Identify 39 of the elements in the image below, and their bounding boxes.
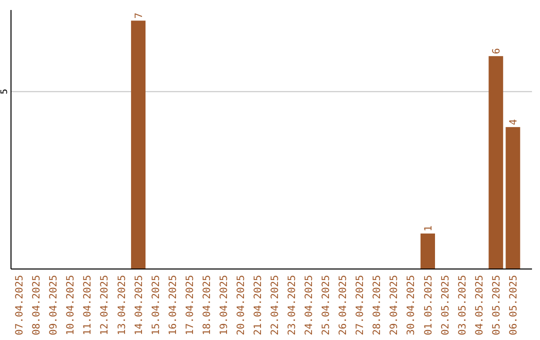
x-tick-label: 17.04.2025 xyxy=(184,275,196,336)
bar xyxy=(488,56,504,269)
x-tick-label: 13.04.2025 xyxy=(116,275,128,336)
data-label: 6 xyxy=(491,48,502,54)
x-tick-label: 28.04.2025 xyxy=(372,275,384,336)
x-tick-label: 14.04.2025 xyxy=(134,275,145,336)
x-tick-label: 29.04.2025 xyxy=(389,275,400,336)
x-tick-label: 22.04.2025 xyxy=(270,275,282,336)
x-tick-label: 10.04.2025 xyxy=(66,275,77,336)
data-label: 7 xyxy=(134,12,145,19)
y-tick-label: 5 xyxy=(0,88,10,94)
x-tick-label: 01.05.2025 xyxy=(423,275,434,336)
x-tick-label: 02.05.2025 xyxy=(440,275,452,336)
x-tick-label: 11.04.2025 xyxy=(82,275,94,336)
bar xyxy=(506,127,520,269)
x-tick-label: 23.04.2025 xyxy=(287,275,298,336)
x-tick-label: 16.04.2025 xyxy=(168,275,179,336)
x-tick-label: 07.04.2025 xyxy=(14,275,26,336)
x-tick-label: 18.04.2025 xyxy=(202,275,213,336)
x-tick-label: 12.04.2025 xyxy=(100,275,111,336)
x-tick-label: 20.04.2025 xyxy=(236,275,247,336)
x-tick-label: 19.04.2025 xyxy=(218,275,230,336)
x-tick-label: 27.04.2025 xyxy=(355,275,366,336)
x-tick-label: 03.05.2025 xyxy=(457,275,468,336)
x-tick-label: 09.04.2025 xyxy=(48,275,60,336)
x-tick-label: 08.04.2025 xyxy=(32,275,43,336)
x-tick-label: 24.04.2025 xyxy=(304,275,316,336)
x-tick-label: 21.04.2025 xyxy=(252,275,264,336)
data-label: 4 xyxy=(508,119,520,126)
x-tick-label: 05.05.2025 xyxy=(491,275,502,336)
bar xyxy=(420,234,436,269)
bar xyxy=(131,20,146,269)
data-label: 1 xyxy=(423,225,434,232)
x-tick-label: 25.04.2025 xyxy=(321,275,332,336)
x-tick-label: 04.05.2025 xyxy=(474,275,486,336)
x-tick-label: 30.04.2025 xyxy=(406,275,418,336)
x-tick-label: 06.05.2025 xyxy=(508,275,520,336)
x-tick-label: 15.04.2025 xyxy=(150,275,162,336)
x-tick-label: 26.04.2025 xyxy=(338,275,350,336)
